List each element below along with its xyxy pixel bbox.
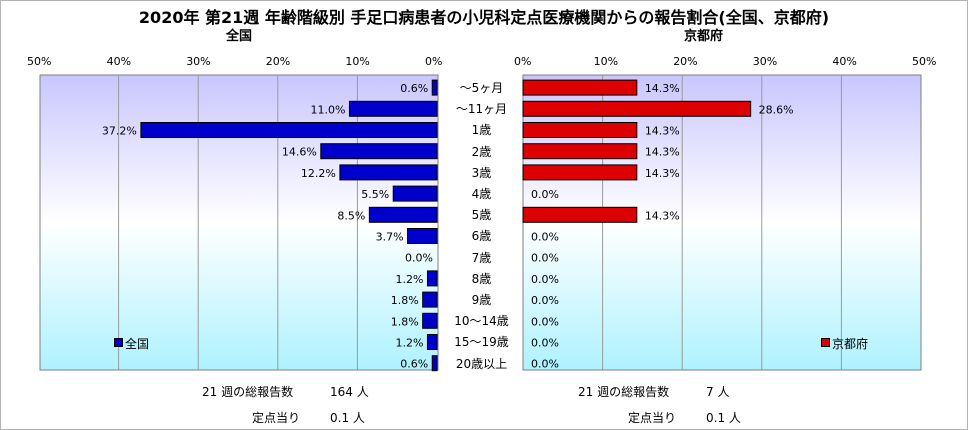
category-label: 10～14歳 <box>454 314 509 329</box>
right-bar <box>522 206 638 223</box>
left-tick-label: 30% <box>186 55 211 68</box>
left-bar-label: 12.2% <box>301 167 336 180</box>
left-bar <box>426 334 438 350</box>
left-bar-label: 14.6% <box>282 146 317 159</box>
left-legend: 全国 <box>114 335 149 352</box>
right-total-label: 21 週の総報告数 <box>578 385 670 399</box>
right-panel-title: 京都府 <box>684 29 724 44</box>
left-tick-label: 40% <box>106 55 132 68</box>
right-bar-label: 14.3% <box>645 146 680 159</box>
right-bar <box>522 164 638 181</box>
category-label: ～5ヶ月 <box>459 81 504 95</box>
right-per-site-label: 定点当り <box>628 411 677 425</box>
left-tick-label: 20% <box>265 55 291 68</box>
chart-title: 2020年 第21週 年齢階級別 手足口病患者の小児科定点医療機関からの報告割合… <box>138 8 830 27</box>
right-bar-label: 14.3% <box>645 125 680 138</box>
left-bar <box>368 206 438 223</box>
left-tick-label: 0% <box>425 55 443 68</box>
right-tick-label: 50% <box>912 55 937 68</box>
right-bar-label: 28.6% <box>759 103 794 116</box>
left-bar-label: 0.6% <box>400 358 428 371</box>
right-tick-label: 30% <box>752 55 778 68</box>
left-per-site-value: 0.1 人 <box>330 411 365 425</box>
left-bar <box>339 164 438 181</box>
right-bar-label: 14.3% <box>645 82 680 95</box>
left-bar-label: 1.2% <box>395 337 423 350</box>
right-bar-label: 0.0% <box>531 315 559 328</box>
left-bar <box>320 143 438 160</box>
left-bar <box>422 291 438 308</box>
left-total-label: 21 週の総報告数 <box>202 385 294 399</box>
left-bar-label: 1.2% <box>395 273 423 286</box>
left-bar-label: 3.7% <box>376 231 404 244</box>
left-bar <box>140 122 438 138</box>
left-bar-label: 8.5% <box>337 209 365 222</box>
right-bar-label: 0.0% <box>531 252 559 265</box>
legend-label-kyoto: 京都府 <box>832 337 869 351</box>
left-bar-label: 5.5% <box>361 188 389 201</box>
left-total-value: 164 人 <box>330 385 369 399</box>
right-bar <box>522 122 638 138</box>
right-bar-label: 0.0% <box>531 337 559 350</box>
right-bar-label: 0.0% <box>531 273 559 286</box>
left-bar-label: 0.6% <box>400 82 428 95</box>
left-bar <box>431 355 438 372</box>
right-total-value: 7 人 <box>706 385 730 399</box>
right-bar-label: 14.3% <box>645 167 680 180</box>
legend-label-nationwide: 全国 <box>125 337 150 351</box>
right-bar-label: 0.0% <box>531 231 559 244</box>
left-bar-label: 1.8% <box>391 315 419 328</box>
left-bar <box>422 312 438 329</box>
category-label: 9歳 <box>471 293 492 307</box>
right-bar <box>522 143 638 160</box>
right-bar <box>522 79 638 96</box>
right-per-site-value: 0.1 人 <box>706 411 741 425</box>
category-label: 1歳 <box>471 123 492 138</box>
left-bar-label: 1.8% <box>391 294 419 307</box>
left-bar-label: 11.0% <box>310 103 345 116</box>
legend-swatch-kyoto <box>821 338 830 347</box>
left-bar <box>431 79 438 96</box>
right-bar-label: 0.0% <box>531 188 559 201</box>
category-label: 5歳 <box>471 208 492 223</box>
category-label: 7歳 <box>471 250 492 265</box>
right-bar-label: 14.3% <box>645 209 680 222</box>
left-bar <box>348 100 438 117</box>
legend-swatch-nationwide <box>114 338 123 347</box>
left-per-site-label: 定点当り <box>252 411 301 425</box>
right-legend: 京都府 <box>821 335 868 352</box>
left-tick-label: 50% <box>27 55 52 68</box>
category-label: 2歳 <box>471 144 492 159</box>
category-label: ～11ヶ月 <box>455 102 508 117</box>
category-label: 3歳 <box>471 165 492 180</box>
category-label: 4歳 <box>471 187 492 201</box>
left-bar-label: 0.0% <box>405 252 433 265</box>
category-label: 8歳 <box>471 271 492 286</box>
left-bar <box>392 185 438 202</box>
left-panel-title: 全国 <box>226 29 253 44</box>
right-tick-label: 10% <box>593 55 619 68</box>
left-bar <box>426 270 438 287</box>
right-bar <box>522 100 752 117</box>
right-tick-label: 40% <box>832 55 857 68</box>
category-label: 15～19歳 <box>454 335 509 350</box>
left-bar <box>407 228 438 244</box>
right-tick-label: 0% <box>514 55 532 68</box>
right-bar-label: 0.0% <box>531 358 559 371</box>
right-tick-label: 20% <box>673 55 698 68</box>
left-bar-label: 37.2% <box>102 125 137 138</box>
category-label: 6歳 <box>471 229 492 244</box>
right-bar-label: 0.0% <box>531 294 559 307</box>
category-label: 20歳以上 <box>455 356 508 371</box>
left-tick-label: 10% <box>345 55 370 68</box>
